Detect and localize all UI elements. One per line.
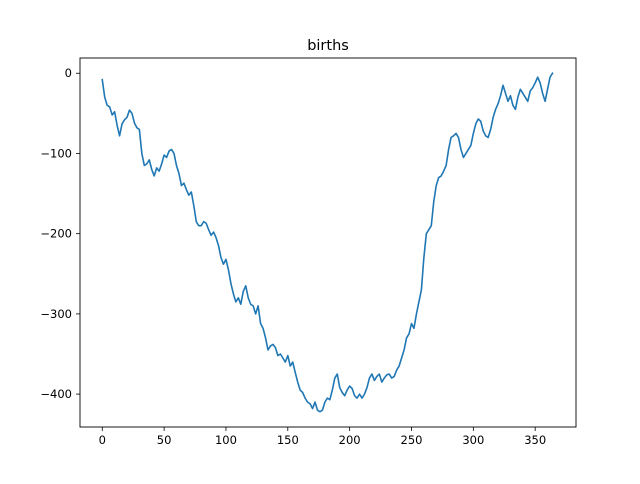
axes-frame bbox=[79, 57, 577, 428]
x-tick-label: 300 bbox=[462, 433, 484, 447]
x-tick-label: 350 bbox=[524, 433, 546, 447]
x-tick-label: 100 bbox=[215, 433, 237, 447]
x-tick-label: 0 bbox=[99, 433, 106, 447]
x-tick-label: 50 bbox=[157, 433, 172, 447]
y-tick-label: −200 bbox=[40, 227, 72, 241]
y-tick-label: −100 bbox=[40, 146, 72, 160]
y-tick-label: 0 bbox=[65, 66, 72, 80]
x-tick-label: 250 bbox=[401, 433, 423, 447]
y-tick-label: −300 bbox=[40, 307, 72, 321]
x-tick-label: 150 bbox=[277, 433, 299, 447]
plot-layer bbox=[101, 72, 554, 413]
y-tick-label: −400 bbox=[40, 387, 72, 401]
chart-title: births bbox=[307, 38, 349, 54]
series-line-0 bbox=[101, 72, 554, 413]
axes-layer: 0 50 100 150 200 250 300 350 0 −100 −200 −300 −400 bbox=[40, 57, 577, 447]
x-tick-label: 200 bbox=[339, 433, 361, 447]
